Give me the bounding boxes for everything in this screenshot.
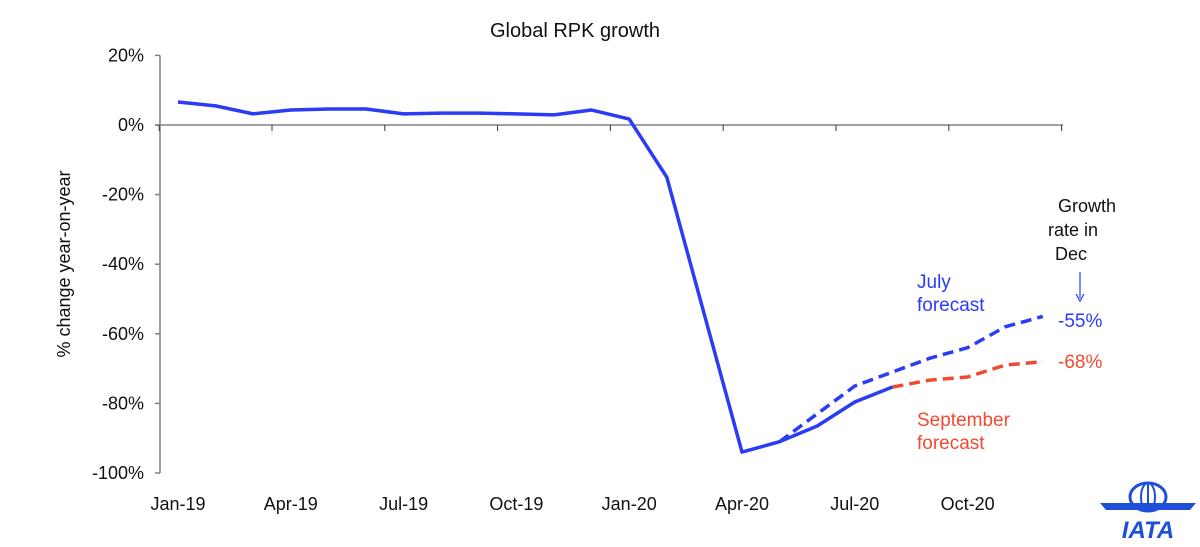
x-tick-label: Jul-20 [830,494,879,514]
sept-label-line2: forecast [917,433,985,454]
y-tick-label: -80% [102,393,144,413]
series-september-forecast [892,359,1043,389]
series-group [177,100,1044,454]
july-label-line1: July [917,272,951,293]
x-tick-label: Jan-19 [150,494,205,514]
july-value: -55% [1058,311,1102,332]
x-tick-label: Oct-19 [489,494,543,514]
x-tick-label: Jul-19 [379,494,428,514]
y-axis-label: % change year-on-year [54,170,74,357]
x-tick-label: Apr-20 [715,494,769,514]
series-actual [177,100,894,454]
dec-header-line1: Growth [1058,196,1116,216]
sept-label-line1: September [917,410,1011,431]
x-tick-label: Oct-20 [941,494,995,514]
axes: 20% 0% -20% -40% -60% -80% -100% Jan-19 Apr-19 Ju… [92,45,1063,514]
chart-title: Global RPK growth [490,20,660,42]
y-tick-label: -20% [102,185,144,205]
y-tick-label: 0% [118,115,144,135]
sept-value: -68% [1058,352,1102,373]
y-tick-label: -40% [102,254,144,274]
x-tick-label: Jan-20 [602,494,657,514]
dec-header-line2: rate in [1048,220,1098,240]
series-july-forecast [778,314,1044,444]
annotations: Growth rate in Dec July forecast -55% -6… [917,196,1116,454]
iata-logo-text: IATA [1122,517,1174,544]
wings-icon [1100,503,1196,510]
iata-logo: IATA [1100,481,1196,544]
arrow-head-icon [1075,293,1085,303]
dec-header-line3: Dec [1055,244,1087,264]
y-tick-label: 20% [108,45,144,65]
y-tick-label: -100% [92,463,144,483]
x-tick-label: Apr-19 [264,494,318,514]
july-label-line2: forecast [917,295,985,316]
y-tick-label: -60% [102,324,144,344]
